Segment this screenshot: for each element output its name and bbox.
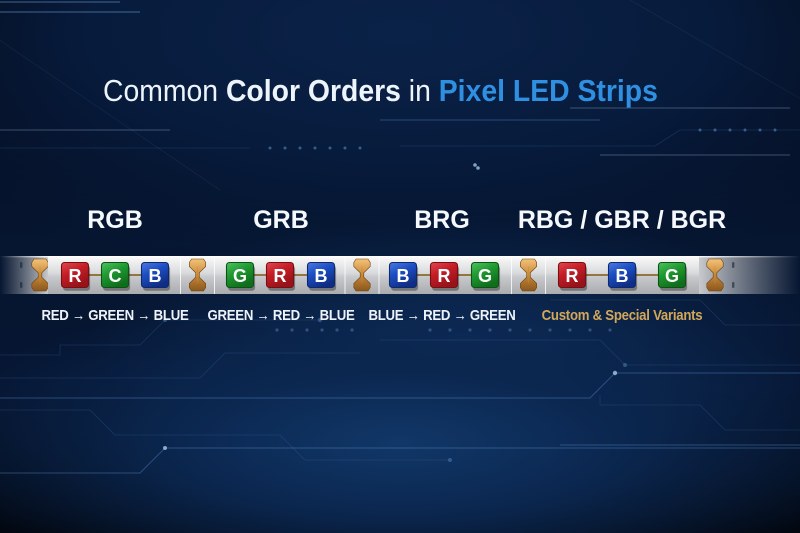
svg-text:C: C <box>109 266 122 286</box>
svg-text:G: G <box>665 266 679 286</box>
svg-text:B: B <box>149 266 162 286</box>
svg-text:G: G <box>478 266 492 286</box>
svg-text:B: B <box>616 266 629 286</box>
svg-text:R: R <box>274 266 287 286</box>
svg-text:G: G <box>233 266 247 286</box>
svg-text:R: R <box>438 266 451 286</box>
svg-text:B: B <box>397 266 410 286</box>
svg-text:R: R <box>566 266 579 286</box>
svg-text:R: R <box>69 266 82 286</box>
svg-text:B: B <box>315 266 328 286</box>
